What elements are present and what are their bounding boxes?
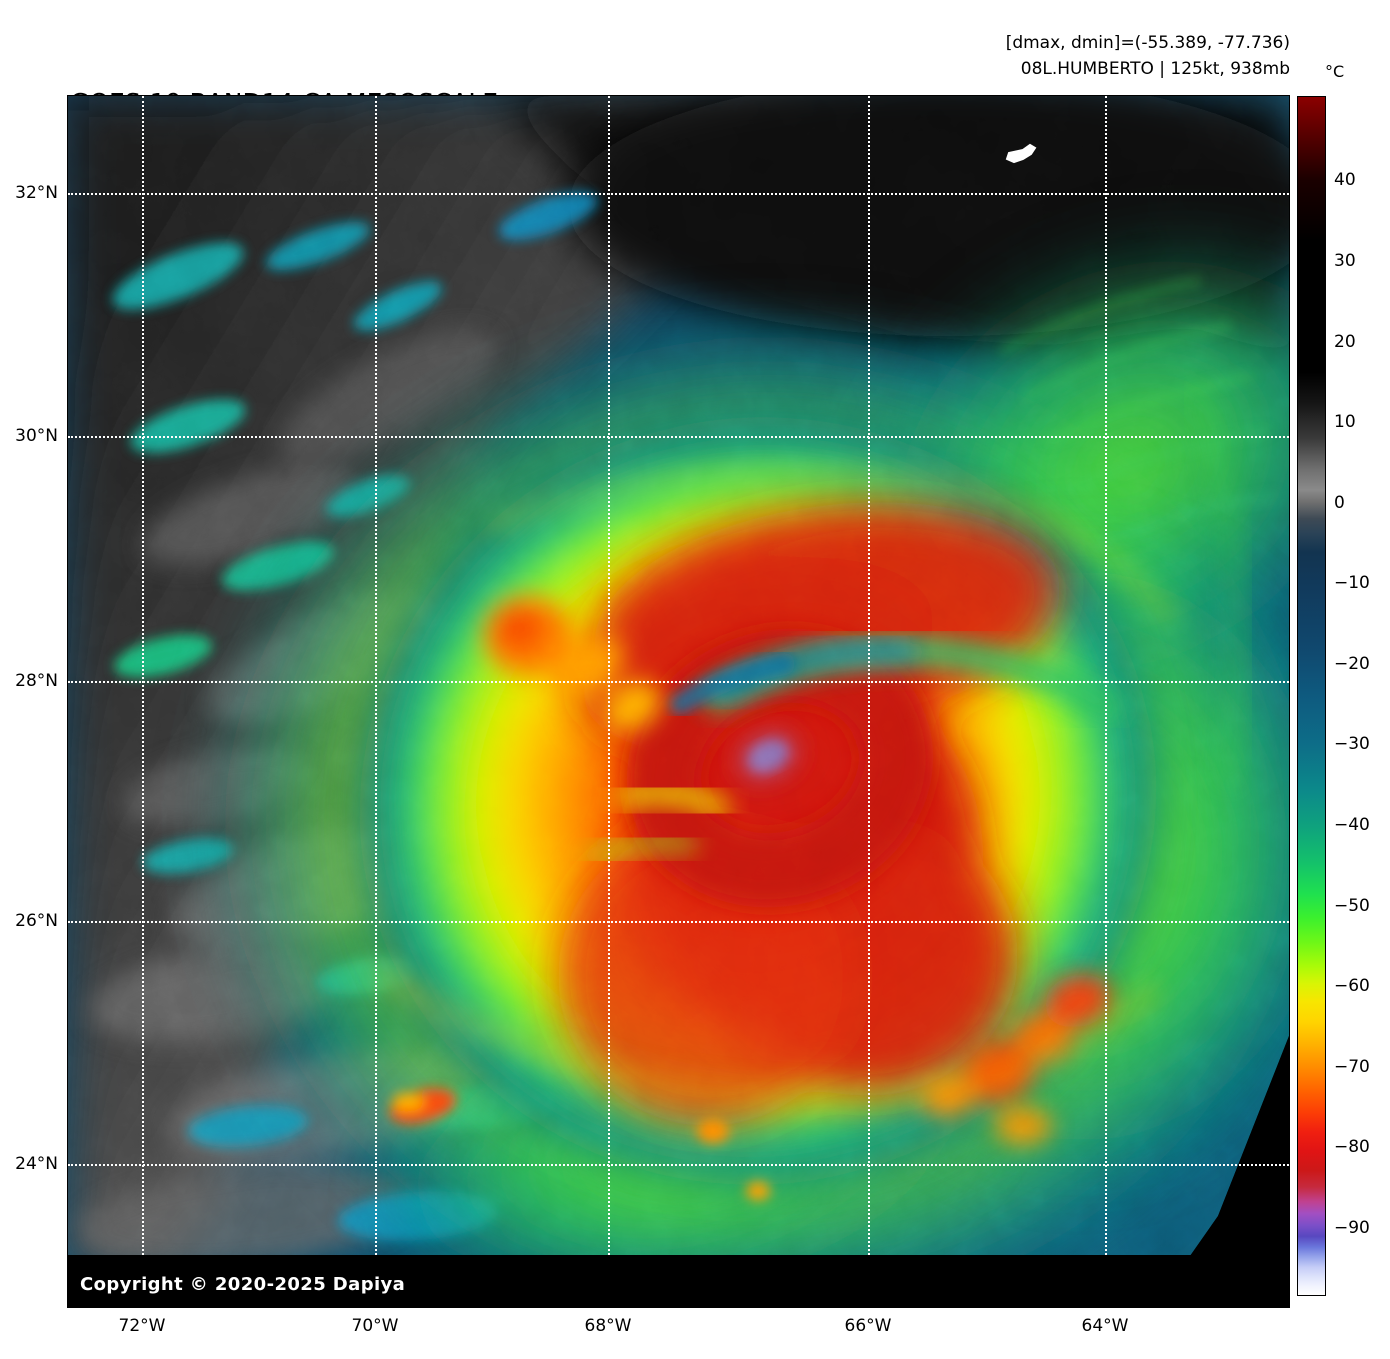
gridline-lat-28n [68, 681, 1289, 683]
gridline-lon-70w [375, 96, 377, 1307]
colorbar-tick-m50: −50 [1334, 896, 1370, 916]
colorbar-tick-m90: −90 [1334, 1218, 1370, 1238]
colorbar-tick-m60: −60 [1334, 976, 1370, 996]
colorbar-tick-m40: −40 [1334, 815, 1370, 835]
temperature-colorbar[interactable] [1297, 96, 1326, 1296]
bermuda-island-outline [1005, 143, 1037, 164]
colorbar-tick-m10: −10 [1334, 573, 1370, 593]
axis-label-lon-68w: 68°W [584, 1316, 632, 1336]
axis-label-lon-66w: 66°W [844, 1316, 892, 1336]
axis-label-lon-70w: 70°W [351, 1316, 399, 1336]
gridline-lat-26n [68, 921, 1289, 923]
axis-label-lat-24n: 24°N [15, 1154, 58, 1174]
colorbar-tick-m80: −80 [1334, 1137, 1370, 1157]
colorbar-tick-m20: −20 [1334, 654, 1370, 674]
axis-label-lon-64w: 64°W [1081, 1316, 1129, 1336]
data-range-label: [dmax, dmin]=(-55.389, -77.736) [1005, 33, 1290, 53]
ir-satellite-heatmap[interactable]: Copyright © 2020-2025 Dapiya [68, 96, 1289, 1307]
gridline-lat-30n [68, 436, 1289, 438]
colorbar-tick-20: 20 [1334, 332, 1356, 352]
axis-label-lat-26n: 26°N [15, 911, 58, 931]
gridline-lat-32n [68, 193, 1289, 195]
heatmap-canvas [68, 96, 1289, 1307]
storm-info-label: 08L.HUMBERTO | 125kt, 938mb [1020, 59, 1290, 79]
colorbar-tick-10: 10 [1334, 412, 1356, 432]
colorbar-tick-30: 30 [1334, 251, 1356, 271]
colorbar-unit-label: °C [1325, 62, 1345, 81]
colorbar-tick-m70: −70 [1334, 1057, 1370, 1077]
colorbar-tick-m30: −30 [1334, 734, 1370, 754]
copyright-label: Copyright © 2020-2025 Dapiya [80, 1274, 406, 1295]
gridline-lon-68w [608, 96, 610, 1307]
header-right: [dmax, dmin]=(-55.389, -77.736) 08L.HUMB… [1006, 30, 1290, 82]
gridline-lon-66w [868, 96, 870, 1307]
axis-label-lon-72w: 72°W [118, 1316, 166, 1336]
axis-label-lat-28n: 28°N [15, 671, 58, 691]
gridline-lon-72w [142, 96, 144, 1307]
gridline-lat-24n [68, 1164, 1289, 1166]
gridline-lon-64w [1105, 96, 1107, 1307]
footer-strip [68, 1255, 1289, 1307]
axis-label-lat-30n: 30°N [15, 426, 58, 446]
colorbar-tick-40: 40 [1334, 170, 1356, 190]
axis-label-lat-32n: 32°N [15, 183, 58, 203]
colorbar-tick-0: 0 [1334, 493, 1345, 513]
